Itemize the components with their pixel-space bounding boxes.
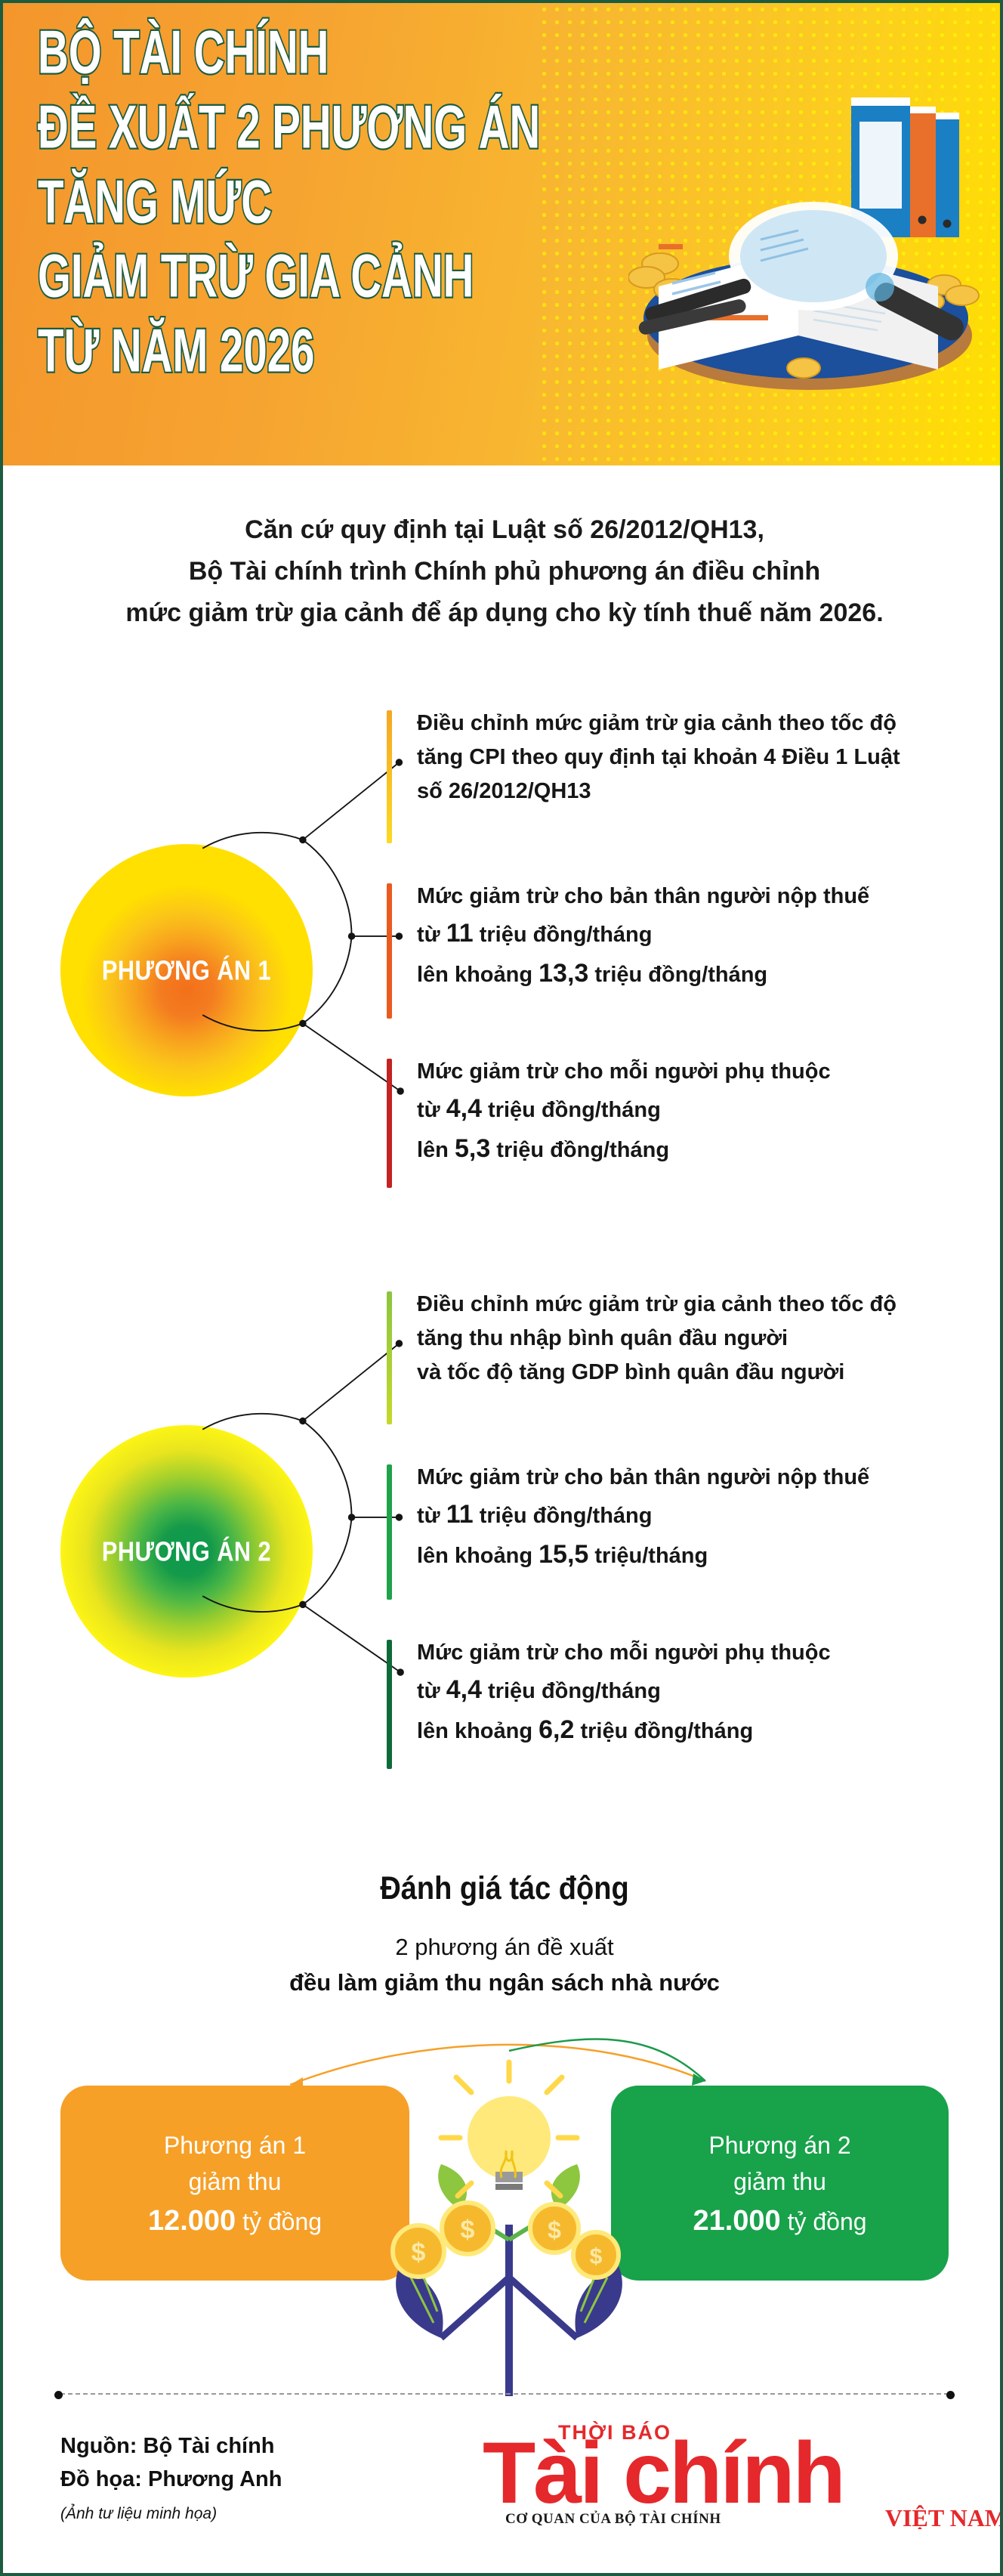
svg-text:$: $: [590, 2244, 603, 2269]
svg-text:$: $: [412, 2238, 426, 2267]
svg-text:$: $: [548, 2216, 561, 2244]
svg-text:$: $: [461, 2216, 475, 2244]
svg-text:VIỆT NAM: VIỆT NAM: [885, 2504, 1003, 2529]
svg-text:Tài chính: Tài chính: [483, 2425, 844, 2522]
svg-text:CƠ QUAN CỦA BỘ TÀI CHÍNH: CƠ QUAN CỦA BỘ TÀI CHÍNH: [505, 2510, 721, 2527]
